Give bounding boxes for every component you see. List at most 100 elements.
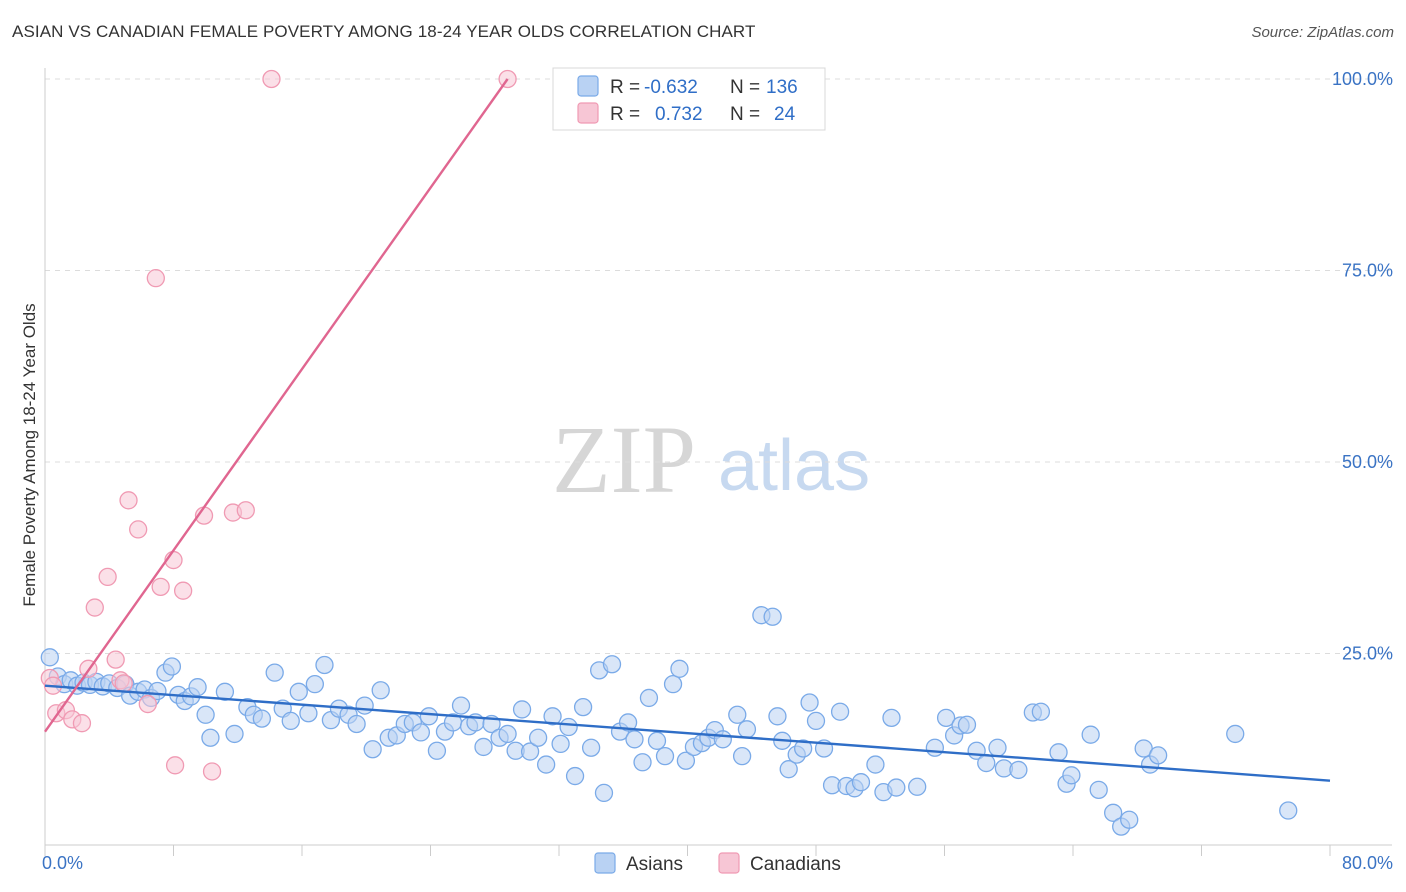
asian-point [737, 720, 757, 739]
canadian-point [98, 567, 117, 587]
canadian-point [262, 69, 281, 89]
legend-r-label-canadians: R = [610, 104, 640, 125]
asian-point [347, 714, 366, 734]
asian-point [957, 715, 977, 734]
asian-point [537, 755, 556, 774]
asian-point [559, 717, 578, 737]
y-tick-label: 50.0% [1342, 452, 1393, 472]
asian-point [633, 753, 652, 772]
canadian-point [236, 501, 255, 520]
legend-n-value-asians: 136 [766, 77, 798, 98]
asian-point [977, 753, 996, 773]
axes: 25.0% 50.0% 75.0% 100.0% 0.0% 80.0% [42, 68, 1393, 873]
asian-point [882, 708, 901, 727]
canadian-point [72, 714, 92, 733]
canadian-point [119, 491, 138, 510]
asian-point [800, 693, 819, 712]
asian-point [925, 738, 945, 757]
asian-point [830, 702, 850, 721]
asian-point [1089, 780, 1108, 799]
asian-point [1120, 810, 1139, 829]
asian-point [779, 760, 798, 779]
asian-point [196, 705, 215, 724]
asian-point [655, 746, 675, 766]
asian-point [299, 704, 318, 723]
series-legend: Asians Canadians [594, 852, 841, 875]
asian-point [225, 724, 244, 744]
canadian-point [151, 577, 170, 597]
asian-point [162, 657, 182, 676]
asian-point [1009, 760, 1028, 780]
legend-swatch-asians [577, 75, 599, 97]
asian-point [289, 682, 308, 701]
asian-point [639, 688, 659, 708]
asian-point [851, 773, 871, 792]
source-credit: Source: ZipAtlas.com [1251, 24, 1394, 41]
y-tick-label: 25.0% [1342, 644, 1393, 664]
asian-point [281, 711, 300, 731]
canadian-point [85, 598, 104, 617]
asian-point [315, 655, 334, 675]
canadian-point [129, 520, 148, 539]
asian-point [427, 741, 447, 760]
asian-point [1226, 724, 1245, 744]
x-tick-label: 80.0% [1342, 853, 1393, 873]
asian-point [670, 659, 689, 678]
asian-point [363, 740, 382, 759]
chart-title: ASIAN VS CANADIAN FEMALE POVERTY AMONG 1… [12, 22, 756, 41]
legend-r-value-canadians: 0.732 [655, 104, 703, 125]
asian-point [474, 737, 493, 757]
asian-point [543, 707, 562, 726]
asian-point [866, 755, 885, 774]
asian-point [355, 696, 374, 715]
asian-point [581, 738, 601, 757]
asian-point [520, 742, 540, 761]
asian-point [1279, 801, 1298, 820]
asian-point [647, 731, 667, 750]
legend-r-value-asians: -0.632 [644, 77, 698, 98]
series-legend-label-canadians: Canadians [750, 854, 841, 875]
stats-legend: R = -0.632 N = 136 R = 0.732 N = 24 [552, 67, 826, 131]
y-axis-label: Female Poverty Among 18-24 Year Olds [20, 303, 39, 606]
canadian-point [165, 756, 185, 775]
asian-point [305, 674, 325, 694]
asian-point [498, 724, 517, 744]
asian-trend-line [44, 684, 1331, 782]
asian-point [887, 778, 906, 797]
asian-point [1148, 746, 1168, 765]
asian-point [602, 655, 622, 674]
watermark-zip: ZIP [552, 406, 696, 513]
legend-swatch-canadians [577, 102, 599, 124]
asian-point [188, 678, 207, 697]
canadian-point [138, 694, 157, 714]
asian-point [551, 734, 570, 754]
y-tick-label: 100.0% [1332, 69, 1393, 89]
watermark: ZIP atlas [552, 406, 870, 513]
series-legend-swatch-asians [594, 852, 616, 874]
asian-point [625, 730, 644, 749]
asian-point [794, 739, 813, 758]
asian-point [1049, 743, 1068, 762]
legend-n-label-canadians: N = [730, 104, 760, 125]
asian-point [618, 713, 638, 732]
canadian-trend-line [44, 78, 509, 733]
asian-point [265, 663, 284, 682]
asian-point [371, 681, 390, 700]
asian-point [676, 751, 696, 770]
canadian-point [114, 674, 133, 693]
asian-point [1104, 803, 1123, 822]
asian-point [806, 711, 826, 731]
grid-lines [45, 78, 1392, 654]
asian-point [411, 723, 431, 742]
asian-point [419, 707, 439, 726]
canadian-point [202, 762, 222, 781]
asian-point [528, 728, 548, 747]
asian-point [768, 707, 787, 726]
asian-point [565, 766, 585, 786]
trend-lines [44, 78, 1331, 782]
asian-point [663, 674, 683, 694]
legend-n-value-canadians: 24 [774, 104, 796, 125]
asian-point [763, 607, 782, 626]
asian-point [40, 648, 59, 667]
